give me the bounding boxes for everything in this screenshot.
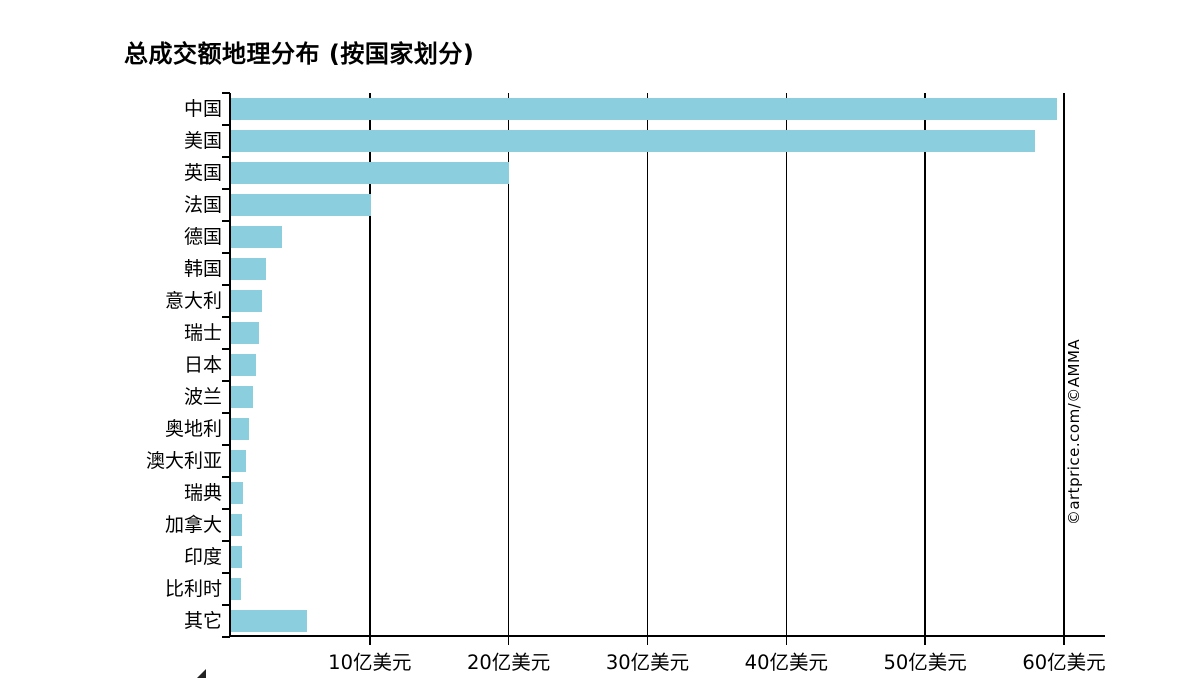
bar	[231, 98, 1058, 120]
category-label: 瑞士	[183, 322, 222, 344]
bar-row: 波兰	[184, 381, 1105, 413]
gridline	[1063, 93, 1065, 645]
bar-row: 比利时	[165, 573, 1105, 605]
gridline	[924, 93, 926, 645]
y-axis-tick	[222, 444, 230, 446]
gridline	[646, 93, 649, 645]
plot-area: 中国美国英国法国德国韩国意大利瑞士日本波兰奥地利澳大利亚瑞典加拿大印度比利时其它…	[146, 92, 1106, 674]
category-label: 印度	[183, 546, 222, 568]
bar	[231, 290, 262, 312]
cursor-icon	[197, 669, 206, 678]
bar	[231, 226, 283, 248]
category-label: 波兰	[183, 386, 222, 408]
gridline	[507, 93, 510, 645]
y-axis-tick	[222, 284, 230, 286]
x-axis-tick-label: 20亿美元	[466, 651, 551, 674]
bar	[231, 386, 254, 408]
x-axis-tick-label: 60亿美元	[1022, 651, 1106, 674]
chart-title: 总成交额地理分布 (按国家划分)	[124, 40, 475, 68]
x-axis-tick-label: 10亿美元	[328, 651, 412, 674]
y-axis-tick	[222, 572, 230, 574]
category-label: 法国	[183, 194, 222, 216]
bar-row: 加拿大	[165, 509, 1105, 541]
category-label: 比利时	[164, 578, 222, 600]
category-label: 其它	[183, 610, 222, 632]
bar-row: 日本	[184, 349, 1105, 381]
bar	[231, 610, 308, 632]
y-axis-tick	[222, 476, 230, 478]
y-axis-tick	[222, 348, 230, 350]
bar	[231, 322, 259, 344]
bar-row: 澳大利亚	[146, 445, 1105, 477]
category-label: 德国	[183, 226, 222, 248]
x-axis-tick-label: 40亿美元	[744, 651, 828, 674]
x-axis-tick-label: 50亿美元	[883, 651, 967, 674]
gridline	[785, 93, 788, 645]
x-axis-tick-label: 30亿美元	[605, 651, 690, 674]
bar	[231, 194, 372, 216]
category-label: 日本	[183, 354, 222, 376]
bar	[231, 514, 243, 536]
bar	[231, 354, 256, 376]
category-label: 澳大利亚	[145, 450, 222, 472]
bar	[231, 162, 509, 184]
watermark-text: ©artprice.com/©AMMA	[1065, 338, 1083, 526]
y-axis-tick	[222, 156, 230, 158]
bar-row: 英国	[184, 157, 1105, 189]
bar	[231, 258, 266, 280]
bar-row: 奥地利	[165, 413, 1105, 445]
category-label: 加拿大	[164, 514, 222, 536]
y-axis-tick	[222, 380, 230, 382]
y-axis-tick	[222, 604, 230, 606]
y-axis-tick	[222, 540, 230, 542]
bar	[231, 546, 243, 568]
bar-row: 印度	[184, 541, 1105, 573]
category-label: 英国	[183, 162, 222, 184]
bar	[231, 130, 1035, 152]
bar-row: 美国	[184, 125, 1105, 157]
category-label: 中国	[183, 98, 222, 120]
bar-row: 韩国	[184, 253, 1105, 285]
category-label: 奥地利	[164, 418, 222, 440]
category-label: 美国	[183, 130, 222, 152]
category-label: 韩国	[183, 258, 222, 280]
y-axis-tick	[222, 92, 230, 94]
bar-row: 法国	[184, 189, 1105, 221]
bar	[231, 578, 241, 600]
category-label: 瑞典	[183, 482, 222, 504]
y-axis-tick	[222, 508, 230, 510]
bar-row: 德国	[184, 221, 1105, 253]
y-axis-tick	[222, 252, 230, 254]
y-axis-tick	[222, 412, 230, 414]
y-axis-tick	[222, 316, 230, 318]
y-axis-tick	[222, 188, 230, 190]
bar-row: 中国	[184, 93, 1105, 125]
category-label: 意大利	[164, 290, 222, 312]
bar-row: 意大利	[165, 285, 1105, 317]
bar-row: 其它	[184, 605, 1105, 637]
bar	[231, 450, 247, 472]
y-axis-tick	[222, 636, 230, 638]
bar-row: 瑞典	[184, 477, 1105, 509]
bar	[231, 482, 244, 504]
y-axis-tick	[222, 124, 230, 126]
bar	[231, 418, 250, 440]
gridline	[369, 93, 371, 645]
y-axis-tick	[222, 220, 230, 222]
bar-row: 瑞士	[184, 317, 1105, 349]
